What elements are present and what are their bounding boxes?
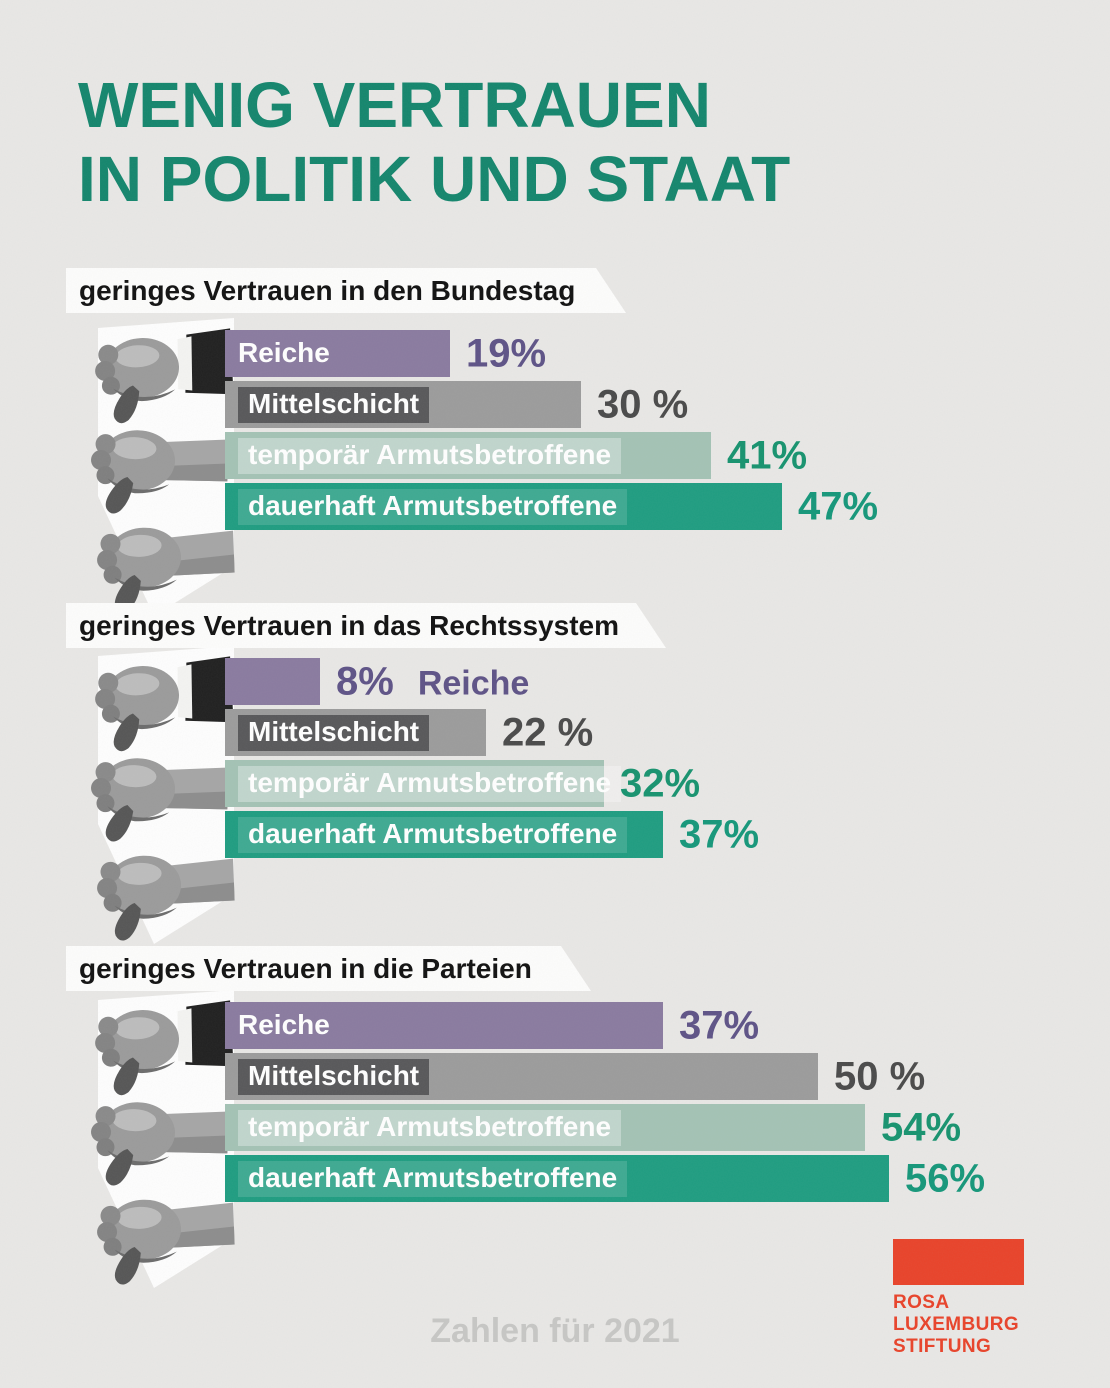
- bar-value: 37%: [679, 812, 760, 856]
- bar: temporär Armutsbetroffene: [225, 760, 622, 807]
- bar-label: Mittelschicht: [238, 714, 430, 751]
- bar-value: 50 %: [834, 1054, 926, 1098]
- bar-value: 30 %: [597, 382, 689, 426]
- logo-text-line1: ROSA: [893, 1292, 950, 1313]
- section-header: geringes Vertrauen in das Rechtssystem: [66, 603, 666, 648]
- bar-value: 32%: [620, 761, 701, 805]
- bar-label: dauerhaft Armutsbetroffene: [238, 488, 628, 525]
- bar-value: 47%: [798, 484, 879, 528]
- section-header: geringes Vertrauen in den Bundestag: [66, 268, 626, 313]
- bar: Mittelschicht: [225, 709, 486, 756]
- bar-label: temporär Armutsbetroffene: [238, 1109, 622, 1146]
- page-title-line2: IN POLITIK UND STAAT: [78, 143, 791, 215]
- bar: Mittelschicht: [225, 381, 581, 428]
- bar-label: Mittelschicht: [238, 1058, 430, 1095]
- bar-value: 22 %: [502, 710, 594, 754]
- thumbs-down-hands: [90, 646, 235, 944]
- thumbs-down-hands: [90, 318, 235, 616]
- bar: Mittelschicht: [225, 1053, 818, 1100]
- logo-text: ROSA LUXEMBURG STIFTUNG: [893, 1292, 1024, 1358]
- bar: Reiche: [225, 330, 450, 377]
- bar: temporär Armutsbetroffene: [225, 1104, 865, 1151]
- bar-label: dauerhaft Armutsbetroffene: [238, 1160, 628, 1197]
- bar-value: 19%: [466, 331, 547, 375]
- page-title-line1: WENIG VERTRAUEN: [78, 69, 711, 141]
- bar-value: 37%: [679, 1003, 760, 1047]
- chart-group: geringes Vertrauen in den Bundestag Reich…: [0, 268, 1110, 618]
- page-title: WENIG VERTRAUEN IN POLITIK UND STAAT: [78, 68, 790, 216]
- bar: temporär Armutsbetroffene: [225, 432, 711, 479]
- bar: dauerhaft Armutsbetroffene: [225, 811, 663, 858]
- bar: dauerhaft Armutsbetroffene: [225, 1155, 889, 1202]
- bar-label-outside: Reiche: [417, 664, 530, 702]
- section-header: geringes Vertrauen in die Parteien: [66, 946, 591, 991]
- bar-label: Reiche: [238, 336, 330, 368]
- bar-value: 56%: [905, 1156, 986, 1200]
- bar: [225, 658, 320, 705]
- bar-label: temporär Armutsbetroffene: [238, 765, 622, 802]
- thumbs-down-hands: [90, 990, 235, 1288]
- chart-group: geringes Vertrauen in das Rechtssystem 8%…: [0, 603, 1110, 953]
- bar: Reiche: [225, 1002, 663, 1049]
- bar: dauerhaft Armutsbetroffene: [225, 483, 782, 530]
- bar-value: 54%: [881, 1105, 962, 1149]
- bar-value: 41%: [727, 433, 808, 477]
- bar-label: temporär Armutsbetroffene: [238, 437, 622, 474]
- logo-text-line3: STIFTUNG: [893, 1336, 992, 1357]
- bar-label: Reiche: [238, 1008, 330, 1040]
- logo-red-rectangle-icon: [893, 1239, 1024, 1285]
- rosa-luxemburg-stiftung-logo: ROSA LUXEMBURG STIFTUNG: [893, 1239, 1024, 1358]
- logo-text-line2: LUXEMBURG: [893, 1314, 1020, 1335]
- bar-label: Mittelschicht: [238, 386, 430, 423]
- bar-label: dauerhaft Armutsbetroffene: [238, 816, 628, 853]
- bar-value: 8% Reiche: [336, 659, 530, 703]
